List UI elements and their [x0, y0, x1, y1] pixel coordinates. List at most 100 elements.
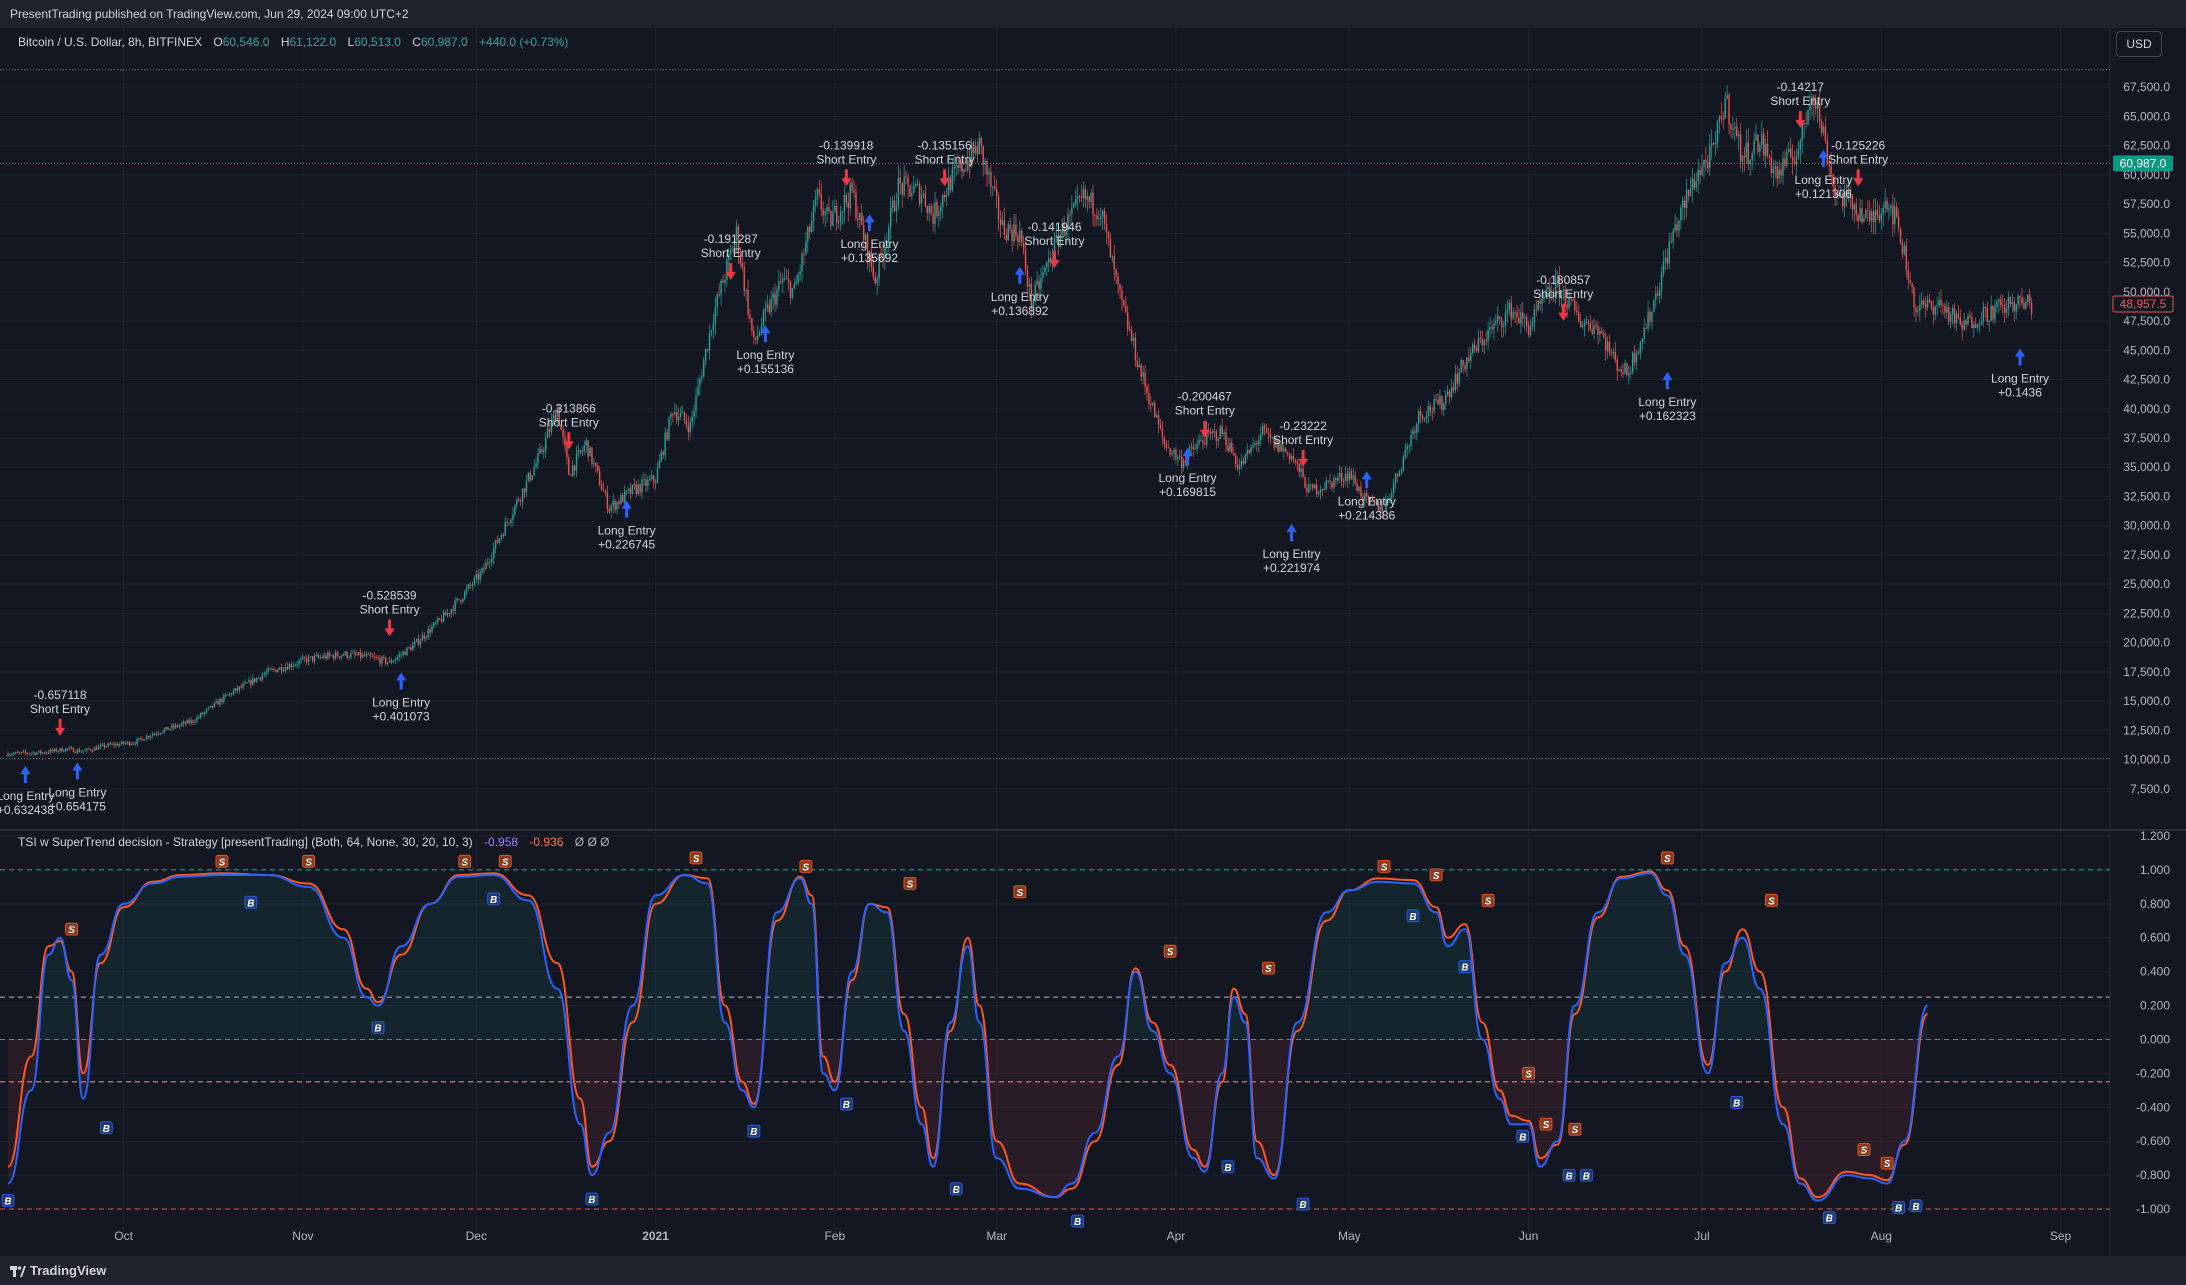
currency-button[interactable]: USD: [2116, 31, 2162, 57]
candle-body: [1612, 351, 1615, 353]
candle-body: [1101, 210, 1104, 217]
tradingview-logo[interactable]: TradingView: [10, 1256, 106, 1285]
open-label: O: [213, 35, 222, 49]
candle-body: [687, 424, 690, 433]
tradingview-logo-icon: [10, 1265, 26, 1277]
candle-body: [1464, 365, 1466, 370]
candle-body: [1872, 211, 1875, 222]
candle-body: [1815, 105, 1817, 109]
candle-body: [772, 293, 774, 299]
candle-body: [521, 488, 524, 502]
sell-marker: S: [498, 854, 512, 868]
price-tick-label: 12,500.0: [2123, 723, 2170, 737]
indicator-legend[interactable]: TSI w SuperTrend decision - Strategy [pr…: [18, 835, 609, 849]
candle-body: [186, 720, 188, 724]
candle-body: [1421, 415, 1424, 420]
candle-body: [1976, 324, 1979, 328]
candle-body: [458, 598, 460, 601]
candle-body: [1967, 315, 1969, 325]
candle-body: [780, 281, 782, 283]
candle-body: [562, 429, 564, 437]
candle-body: [1547, 287, 1549, 290]
candle-body: [641, 479, 643, 493]
candle-body: [1142, 372, 1144, 377]
sell-marker: S: [799, 859, 813, 873]
candle-body: [377, 657, 379, 659]
candle-body: [1682, 200, 1684, 208]
candle-body: [155, 733, 158, 735]
candle-body: [342, 655, 345, 657]
candle-body: [543, 450, 545, 453]
candle-body: [465, 588, 468, 592]
candle-body: [1838, 192, 1840, 197]
candle-body: [1803, 123, 1805, 125]
candle-body: [1298, 463, 1300, 473]
candle-body: [876, 278, 878, 284]
candle-body: [1766, 143, 1769, 156]
marker-letter: S: [1572, 1125, 1579, 1136]
candle-body: [1302, 468, 1304, 477]
candle-body: [901, 183, 903, 195]
marker-letter: S: [1884, 1159, 1891, 1170]
candle-body: [467, 584, 470, 589]
candle-body: [571, 465, 574, 476]
candle-body: [541, 449, 543, 453]
candle-body: [290, 664, 293, 667]
short-entry-arrow: [1049, 251, 1060, 269]
candle-body: [1543, 297, 1545, 299]
candle-body: [1337, 477, 1339, 481]
candle-body: [907, 177, 909, 186]
candle-body: [600, 485, 603, 490]
long-entry-pnl: +0.136892: [991, 304, 1048, 318]
candle-body: [352, 652, 354, 654]
candle-body: [1676, 224, 1678, 231]
candle-body: [1364, 492, 1366, 501]
candle-body: [928, 205, 930, 214]
candle-body: [1306, 487, 1308, 493]
candle-body: [1678, 220, 1680, 231]
short-entry-pnl: -0.657118: [33, 688, 86, 702]
candle-body: [1876, 210, 1879, 215]
candle-body: [1094, 214, 1096, 216]
candle-body: [1529, 325, 1532, 336]
candle-body: [427, 629, 429, 637]
candle-body: [1369, 497, 1372, 500]
candle-body: [2005, 308, 2008, 313]
candle-body: [650, 475, 653, 480]
candle-body: [1175, 449, 1177, 459]
candle-body: [1718, 116, 1721, 122]
candle-body: [433, 622, 435, 627]
candle-body: [1200, 440, 1202, 442]
candle-body: [677, 416, 680, 421]
candle-body: [404, 651, 406, 656]
candle-body: [662, 452, 664, 455]
candle-body: [1502, 326, 1505, 328]
candle-body: [491, 558, 493, 563]
candle-body: [72, 747, 75, 753]
candle-body: [805, 241, 807, 254]
candle-body: [550, 420, 553, 433]
candle-body: [11, 754, 13, 756]
candle-body: [1599, 331, 1601, 335]
candle-body: [968, 160, 971, 166]
candle-body: [972, 142, 975, 154]
candle-body: [1092, 192, 1094, 215]
candle-body: [1737, 134, 1740, 137]
candle-body: [882, 255, 884, 259]
candle-body: [1732, 128, 1734, 130]
candle-body: [864, 234, 867, 240]
candle-body: [566, 446, 568, 458]
candle-body: [359, 652, 362, 658]
candle-body: [845, 195, 848, 203]
candle-body: [1439, 395, 1441, 405]
long-entry-pnl: +0.226745: [598, 538, 655, 552]
candle-body: [1198, 440, 1200, 444]
candle-body: [263, 673, 266, 676]
candle-body: [444, 612, 447, 616]
marker-letter: B: [247, 898, 254, 909]
candle-body: [296, 664, 298, 666]
candle-body: [637, 484, 639, 494]
candle-body: [1103, 210, 1106, 224]
candle-body: [1597, 326, 1599, 335]
